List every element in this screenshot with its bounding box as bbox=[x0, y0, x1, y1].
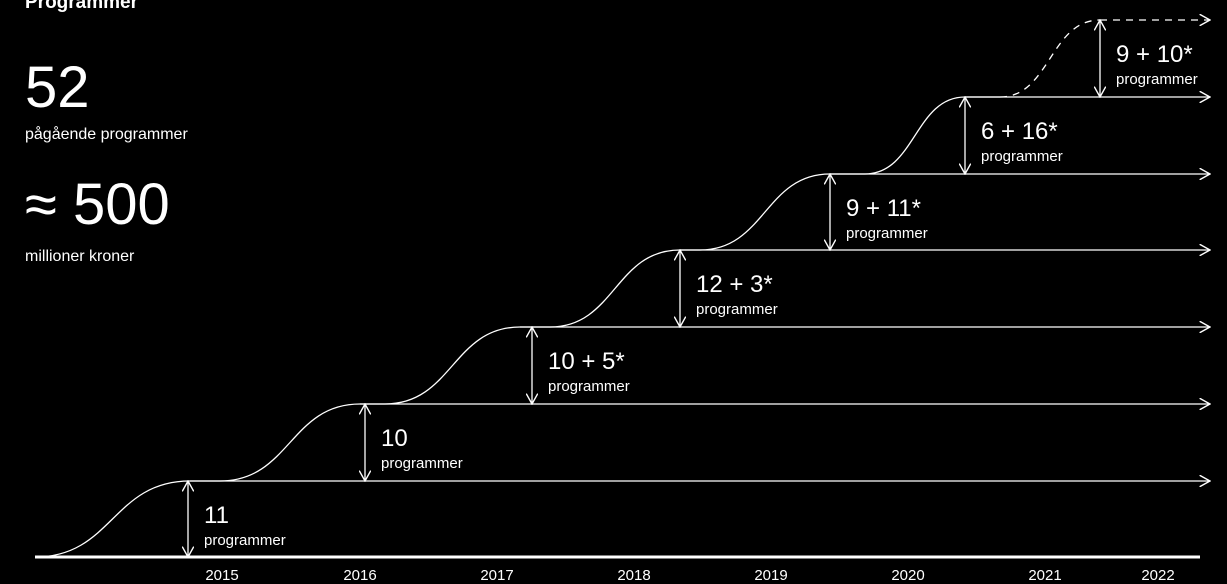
step-curve bbox=[699, 173, 865, 251]
year-label: 2020 bbox=[891, 567, 924, 584]
step-count: 9 + 10* bbox=[1116, 41, 1193, 68]
step-unit: programmer bbox=[381, 455, 463, 472]
step-curve bbox=[384, 326, 550, 405]
step-unit: programmer bbox=[204, 532, 286, 549]
step-count: 9 + 11* bbox=[846, 195, 921, 222]
step-unit: programmer bbox=[981, 148, 1063, 165]
step-unit: programmer bbox=[1116, 71, 1198, 88]
step-curve bbox=[34, 480, 220, 558]
step-curve bbox=[219, 403, 385, 482]
stat-value: ≈ 500 bbox=[25, 172, 170, 237]
step-curve bbox=[864, 96, 1000, 175]
year-label: 2022 bbox=[1141, 567, 1174, 584]
year-label: 2021 bbox=[1028, 567, 1061, 584]
year-label: 2019 bbox=[754, 567, 787, 584]
year-label: 2016 bbox=[343, 567, 376, 584]
stat-value: 52 bbox=[25, 55, 90, 120]
title: Programmer bbox=[25, 0, 139, 13]
step-curve bbox=[999, 19, 1101, 98]
year-label: 2018 bbox=[617, 567, 650, 584]
step-curve bbox=[549, 249, 700, 328]
year-label: 2015 bbox=[205, 567, 238, 584]
step-unit: programmer bbox=[846, 225, 928, 242]
step-unit: programmer bbox=[548, 378, 630, 395]
step-count: 10 + 5* bbox=[548, 348, 625, 375]
year-label: 2017 bbox=[480, 567, 513, 584]
stat-label: pågående programmer bbox=[25, 125, 188, 143]
step-count: 12 + 3* bbox=[696, 271, 773, 298]
stat-label: millioner kroner bbox=[25, 248, 135, 265]
step-count: 11 bbox=[204, 502, 229, 529]
step-unit: programmer bbox=[696, 301, 778, 318]
step-count: 10 bbox=[381, 425, 408, 452]
step-count: 6 + 16* bbox=[981, 118, 1058, 145]
